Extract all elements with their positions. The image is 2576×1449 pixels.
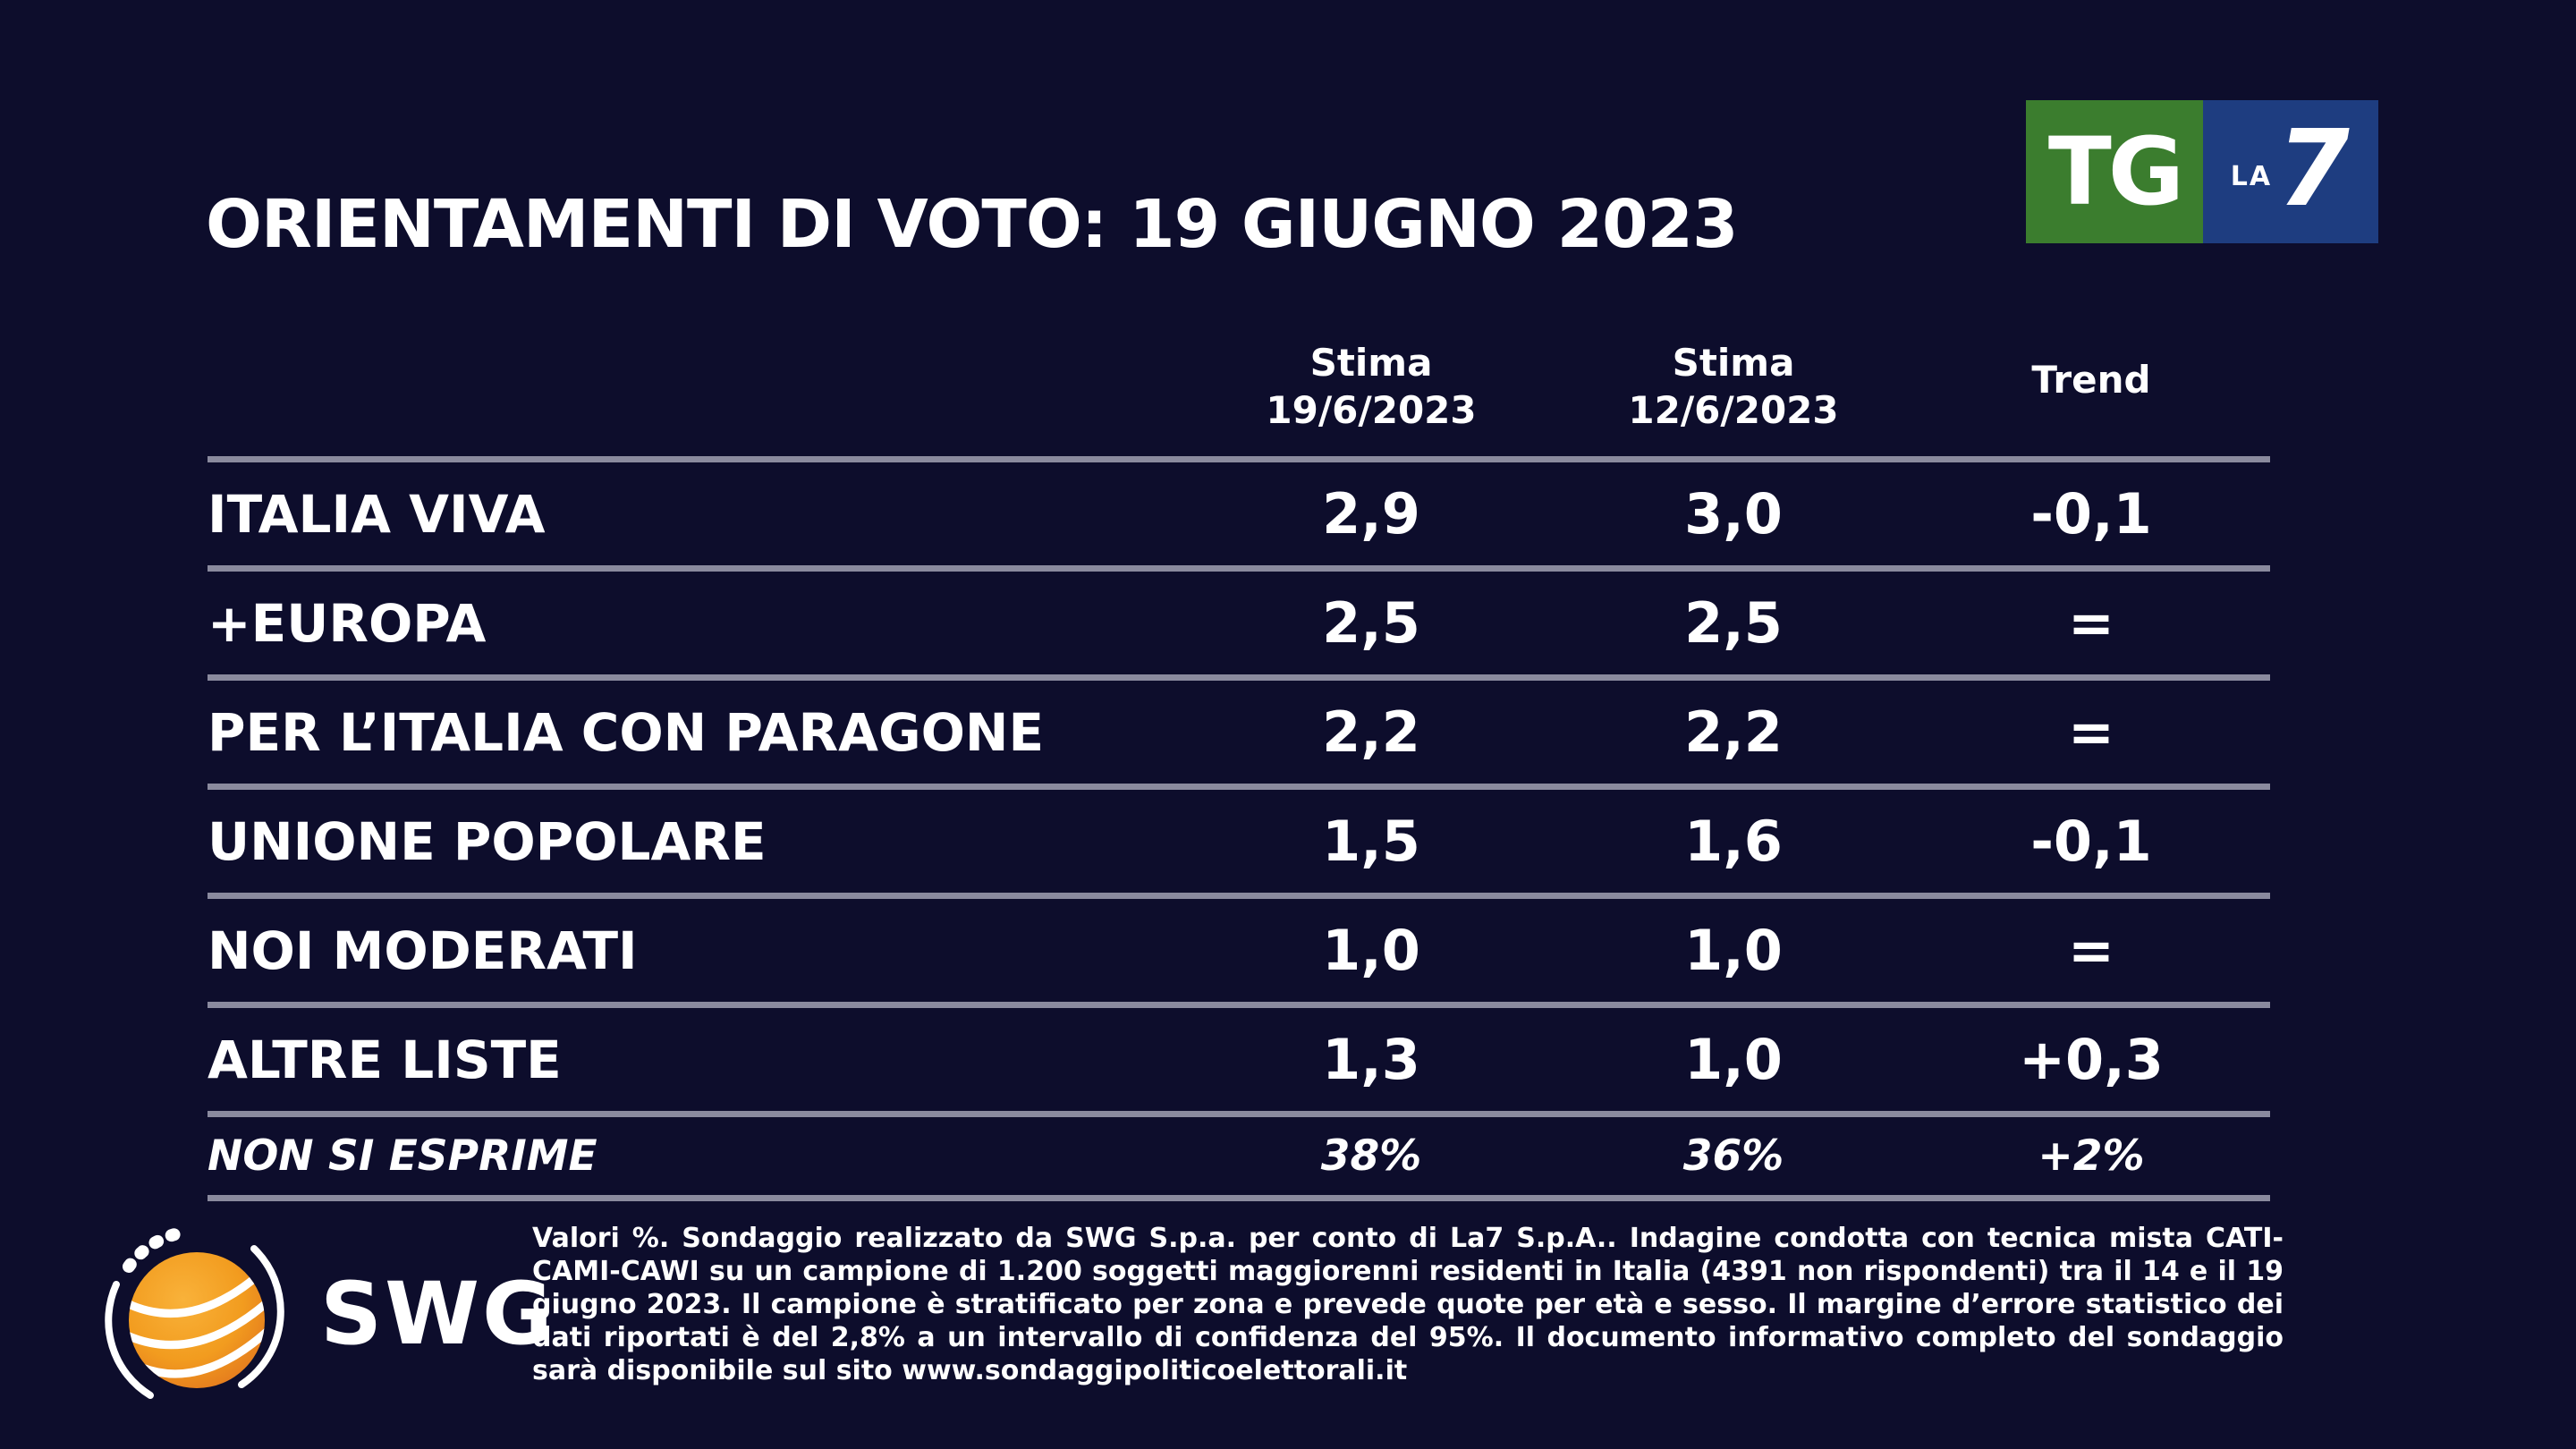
table-row: PER L’ITALIA CON PARAGONE 2,2 2,2 = — [208, 681, 2270, 790]
party-name-label: PER L’ITALIA CON PARAGONE — [208, 701, 1045, 763]
page-title: ORIENTAMENTI DI VOTO: 19 GIUGNO 2023 — [206, 186, 1739, 263]
stima-12-6-value: 1,6 — [1684, 809, 1783, 874]
party-name-label: ITALIA VIVA — [208, 483, 546, 545]
stima-19-6-value: 2,2 — [1322, 699, 1420, 765]
party-name-label: NON SI ESPRIME — [208, 1131, 597, 1181]
party-name-label: NOI MODERATI — [208, 919, 638, 981]
trend-value: = — [2068, 699, 2114, 765]
stima-12-6-value: 3,0 — [1684, 481, 1783, 547]
la7-la-label: LA — [2230, 160, 2273, 192]
table-row: UNIONE POPOLARE 1,5 1,6 -0,1 — [208, 790, 2270, 899]
trend-value: +0,3 — [2019, 1027, 2164, 1092]
party-name-label: +EUROPA — [208, 592, 487, 654]
survey-disclaimer: Valori %. Sondaggio realizzato da SWG S.… — [532, 1223, 2284, 1386]
stima-12-6-value: 1,0 — [1684, 1027, 1783, 1092]
stima-19-6-value: 2,9 — [1322, 481, 1420, 547]
tgla7-logo: TG LA 7 — [2026, 100, 2378, 243]
party-name-label: UNIONE POPOLARE — [208, 810, 767, 872]
stima-12-6-value: 2,5 — [1684, 590, 1783, 656]
tg-badge: TG — [2026, 100, 2203, 243]
swg-wordmark: SWG — [320, 1264, 555, 1364]
trend-label: Trend — [2031, 358, 2151, 402]
party-name-label: ALTRE LISTE — [208, 1029, 562, 1090]
stima-19-6-date: 19/6/2023 — [1266, 388, 1477, 433]
trend-value: +2% — [2038, 1131, 2145, 1181]
stima-19-6-value: 38% — [1320, 1131, 1422, 1181]
la7-badge: LA 7 — [2203, 100, 2378, 243]
stima-12-6-value: 36% — [1682, 1131, 1784, 1181]
stima-19-6-value: 1,3 — [1322, 1027, 1420, 1092]
trend-value: -0,1 — [2030, 809, 2152, 874]
table-row: +EUROPA 2,5 2,5 = — [208, 572, 2270, 681]
stima-19-6-value: 2,5 — [1322, 590, 1420, 656]
column-header-party — [208, 315, 1188, 456]
trend-value: -0,1 — [2030, 481, 2152, 547]
table-header: Stima 19/6/2023 Stima 12/6/2023 Trend — [208, 315, 2270, 462]
table-row: NOI MODERATI 1,0 1,0 = — [208, 899, 2270, 1008]
table-row: ALTRE LISTE 1,3 1,0 +0,3 — [208, 1008, 2270, 1117]
column-header-stima-19-6: Stima 19/6/2023 — [1188, 315, 1555, 456]
trend-value: = — [2068, 918, 2114, 983]
table-row-non-si-esprime: NON SI ESPRIME 38% 36% +2% — [208, 1117, 2270, 1201]
column-header-trend: Trend — [1912, 315, 2270, 456]
trend-value: = — [2068, 590, 2114, 656]
poll-table: Stima 19/6/2023 Stima 12/6/2023 Trend IT… — [208, 315, 2270, 1201]
stima-19-6-value: 1,5 — [1322, 809, 1420, 874]
swg-globe-icon — [105, 1226, 284, 1399]
stima-12-6-label: Stima — [1672, 340, 1795, 385]
tg-label: TG — [2047, 117, 2184, 226]
la7-seven-label: 7 — [2266, 106, 2362, 230]
stima-19-6-label: Stima — [1309, 340, 1433, 385]
column-header-stima-12-6: Stima 12/6/2023 — [1555, 315, 1912, 456]
stima-12-6-value: 1,0 — [1684, 918, 1783, 983]
table-row: ITALIA VIVA 2,9 3,0 -0,1 — [208, 462, 2270, 572]
stima-12-6-date: 12/6/2023 — [1628, 388, 1839, 433]
swg-logo: SWG — [89, 1209, 555, 1424]
stima-12-6-value: 2,2 — [1684, 699, 1783, 765]
stima-19-6-value: 1,0 — [1322, 918, 1420, 983]
